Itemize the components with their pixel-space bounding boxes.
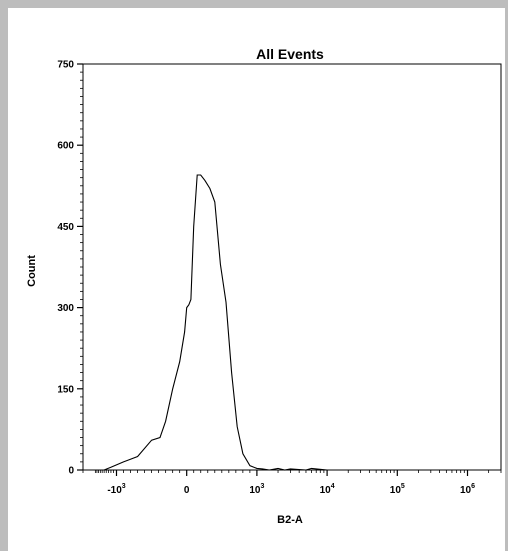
chart-title: All Events — [256, 46, 324, 62]
x-tick-label: 0 — [184, 485, 190, 496]
y-axis: 0 150 300 450 600 750 — [57, 60, 83, 477]
x-tick-label: 105 — [390, 483, 405, 496]
y-tick-label: 0 — [68, 466, 74, 477]
x-tick-label: 106 — [460, 483, 475, 496]
plot-frame — [82, 63, 502, 471]
y-axis-label: Count — [26, 255, 38, 287]
x-axis: -103 0 103 104 105 106 — [82, 470, 502, 496]
histogram-line — [92, 174, 501, 471]
y-tick-label: 450 — [57, 222, 74, 233]
x-tick-label: -103 — [107, 483, 125, 496]
y-tick-label: 600 — [57, 141, 74, 152]
y-tick-label: 750 — [57, 60, 74, 71]
y-tick-label: 150 — [57, 384, 74, 395]
x-tick-label: 103 — [249, 483, 264, 496]
x-tick-label: 104 — [320, 483, 335, 496]
x-axis-label: B2-A — [277, 514, 303, 526]
y-tick-label: 300 — [57, 303, 74, 314]
